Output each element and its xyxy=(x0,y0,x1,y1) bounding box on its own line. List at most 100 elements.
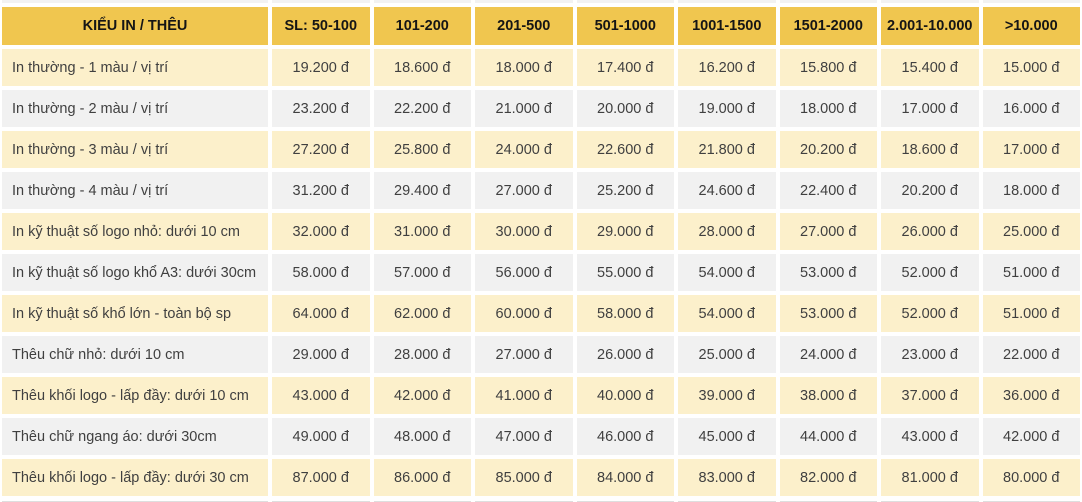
price-cell: 36.000 đ xyxy=(982,377,1080,414)
row-label: Thêu chữ ngang áo: dưới 30cm xyxy=(2,418,268,455)
price-cell: 39.000 đ xyxy=(678,377,776,414)
price-cell: 38.000 đ xyxy=(779,377,877,414)
price-cell: 17.400 đ xyxy=(576,49,674,86)
price-cell: 24.000 đ xyxy=(779,336,877,373)
price-cell: 31.200 đ xyxy=(272,172,370,209)
price-cell: 31.000 đ xyxy=(373,213,471,250)
price-cell: 22.600 đ xyxy=(576,131,674,168)
price-cell: 26.000 đ xyxy=(576,336,674,373)
price-cell: 49.000 đ xyxy=(272,418,370,455)
price-cell: 15.400 đ xyxy=(881,49,979,86)
price-cell: 27.000 đ xyxy=(779,213,877,250)
cropped-row-top-cell xyxy=(373,0,471,3)
price-cell: 27.000 đ xyxy=(475,172,573,209)
price-cell: 16.200 đ xyxy=(678,49,776,86)
price-cell: 64.000 đ xyxy=(272,295,370,332)
column-header-qty: 501-1000 xyxy=(576,7,674,45)
price-cell: 15.800 đ xyxy=(779,49,877,86)
cropped-row-top-cell xyxy=(475,0,573,3)
row-label: Thêu khối logo - lấp đầy: dưới 10 cm xyxy=(2,377,268,414)
price-cell: 47.000 đ xyxy=(475,418,573,455)
price-cell: 43.000 đ xyxy=(272,377,370,414)
price-cell: 41.000 đ xyxy=(475,377,573,414)
row-label: In kỹ thuật số khổ lớn - toàn bộ sp xyxy=(2,295,268,332)
row-label: In thường - 2 màu / vị trí xyxy=(2,90,268,127)
row-label: In thường - 3 màu / vị trí xyxy=(2,131,268,168)
price-cell: 86.000 đ xyxy=(373,459,471,496)
row-label: In thường - 1 màu / vị trí xyxy=(2,49,268,86)
column-header-type: KIỂU IN / THÊU xyxy=(2,7,268,45)
price-cell: 40.000 đ xyxy=(576,377,674,414)
price-cell: 22.200 đ xyxy=(373,90,471,127)
price-cell: 24.600 đ xyxy=(678,172,776,209)
price-cell: 62.000 đ xyxy=(373,295,471,332)
price-cell: 81.000 đ xyxy=(881,459,979,496)
price-cell: 51.000 đ xyxy=(982,254,1080,291)
price-cell: 58.000 đ xyxy=(576,295,674,332)
cropped-row-top-cell xyxy=(678,0,776,3)
price-cell: 28.000 đ xyxy=(678,213,776,250)
price-cell: 42.000 đ xyxy=(982,418,1080,455)
price-cell: 54.000 đ xyxy=(678,295,776,332)
price-cell: 51.000 đ xyxy=(982,295,1080,332)
price-cell: 43.000 đ xyxy=(881,418,979,455)
price-cell: 30.000 đ xyxy=(475,213,573,250)
row-label: Thêu chữ nhỏ: dưới 10 cm xyxy=(2,336,268,373)
price-cell: 56.000 đ xyxy=(475,254,573,291)
price-cell: 87.000 đ xyxy=(272,459,370,496)
price-cell: 25.000 đ xyxy=(982,213,1080,250)
row-label: In thường - 4 màu / vị trí xyxy=(2,172,268,209)
price-cell: 16.000 đ xyxy=(982,90,1080,127)
price-cell: 18.000 đ xyxy=(475,49,573,86)
price-cell: 18.000 đ xyxy=(779,90,877,127)
price-cell: 37.000 đ xyxy=(881,377,979,414)
column-header-qty: SL: 50-100 xyxy=(272,7,370,45)
column-header-qty: >10.000 xyxy=(982,7,1080,45)
row-label: In kỹ thuật số logo nhỏ: dưới 10 cm xyxy=(2,213,268,250)
price-cell: 58.000 đ xyxy=(272,254,370,291)
price-cell: 24.000 đ xyxy=(475,131,573,168)
price-cell: 29.000 đ xyxy=(272,336,370,373)
price-cell: 55.000 đ xyxy=(576,254,674,291)
price-cell: 27.000 đ xyxy=(475,336,573,373)
price-cell: 25.200 đ xyxy=(576,172,674,209)
column-header-qty: 2.001-10.000 xyxy=(881,7,979,45)
price-cell: 32.000 đ xyxy=(272,213,370,250)
price-cell: 52.000 đ xyxy=(881,295,979,332)
cropped-row-top-cell xyxy=(881,0,979,3)
row-label: In kỹ thuật số logo khổ A3: dưới 30cm xyxy=(2,254,268,291)
price-cell: 52.000 đ xyxy=(881,254,979,291)
column-header-qty: 201-500 xyxy=(475,7,573,45)
price-cell: 23.000 đ xyxy=(881,336,979,373)
price-cell: 60.000 đ xyxy=(475,295,573,332)
column-header-qty: 1501-2000 xyxy=(779,7,877,45)
price-cell: 17.000 đ xyxy=(881,90,979,127)
column-header-qty: 101-200 xyxy=(373,7,471,45)
price-cell: 15.000 đ xyxy=(982,49,1080,86)
price-cell: 26.000 đ xyxy=(881,213,979,250)
column-header-qty: 1001-1500 xyxy=(678,7,776,45)
price-cell: 27.200 đ xyxy=(272,131,370,168)
price-cell: 19.000 đ xyxy=(678,90,776,127)
cropped-row-top-cell xyxy=(272,0,370,3)
price-cell: 84.000 đ xyxy=(576,459,674,496)
price-cell: 21.800 đ xyxy=(678,131,776,168)
price-cell: 85.000 đ xyxy=(475,459,573,496)
price-cell: 18.600 đ xyxy=(373,49,471,86)
price-cell: 80.000 đ xyxy=(982,459,1080,496)
row-label: Thêu khối logo - lấp đầy: dưới 30 cm xyxy=(2,459,268,496)
price-cell: 44.000 đ xyxy=(779,418,877,455)
price-cell: 57.000 đ xyxy=(373,254,471,291)
cropped-row-top-cell xyxy=(576,0,674,3)
price-cell: 48.000 đ xyxy=(373,418,471,455)
cropped-row-top-cell xyxy=(2,0,268,3)
price-cell: 22.400 đ xyxy=(779,172,877,209)
price-cell: 20.200 đ xyxy=(881,172,979,209)
price-cell: 53.000 đ xyxy=(779,254,877,291)
price-cell: 83.000 đ xyxy=(678,459,776,496)
price-cell: 29.000 đ xyxy=(576,213,674,250)
price-cell: 53.000 đ xyxy=(779,295,877,332)
price-cell: 18.600 đ xyxy=(881,131,979,168)
price-cell: 25.000 đ xyxy=(678,336,776,373)
